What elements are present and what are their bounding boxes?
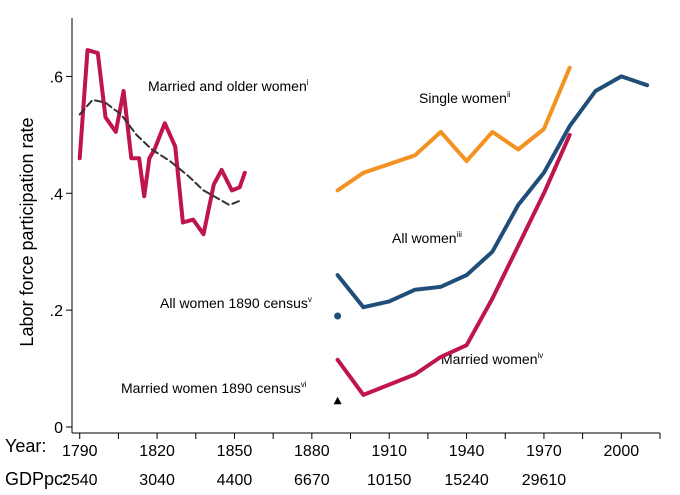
series-line-married-women <box>335 132 572 397</box>
x-tick-label-gdp: 10150 <box>367 472 412 489</box>
y-tick-label: .6 <box>50 69 63 86</box>
point-marker-all-women-1890 <box>334 312 342 320</box>
x-tick-label-year: 2000 <box>604 443 640 460</box>
x-tick-label-gdp: 29610 <box>522 472 567 489</box>
x-tick-label-year: 1940 <box>449 443 485 460</box>
series-line-all-women <box>335 74 650 310</box>
x-tick-label-gdp: 2540 <box>62 472 98 489</box>
x-tick-label-year: 1790 <box>62 443 98 460</box>
y-axis-title: Labor force participation rate <box>17 117 37 346</box>
series-label-single: Single womenii <box>419 90 511 106</box>
series-label-all-women: All womeniii <box>392 230 462 246</box>
x-tick-label-year: 1910 <box>371 443 407 460</box>
year-row-label: Year: <box>5 436 46 456</box>
series-label-married: Married womeniv <box>441 351 543 367</box>
series-line-trend <box>78 98 241 206</box>
y-tick-label: .2 <box>50 303 63 320</box>
y-tick-label: .4 <box>50 186 63 203</box>
x-tick-label-year: 1820 <box>139 443 175 460</box>
series-line-single-women <box>335 65 572 193</box>
point-label-married-women-1890: Married women 1890 censusvi <box>121 380 307 396</box>
x-tick-label-year: 1850 <box>217 443 253 460</box>
x-tick-label-year: 1880 <box>294 443 330 460</box>
x-tick-label-year: 1970 <box>526 443 562 460</box>
x-tick-label-gdp: 15240 <box>444 472 489 489</box>
series-line-married-and-older-women <box>77 48 247 237</box>
point-marker-married-women-1890 <box>333 396 342 405</box>
x-tick-label-gdp: 4400 <box>217 472 253 489</box>
y-tick-label: 0 <box>54 420 63 437</box>
x-tick-label-gdp: 3040 <box>139 472 175 489</box>
gdp-row-label: GDPpc: <box>5 469 68 489</box>
series-label-married-older: Married and older womeni <box>148 78 309 94</box>
x-tick-label-gdp: 6670 <box>294 472 330 489</box>
point-label-all-women-1890: All women 1890 censusv <box>160 295 312 311</box>
